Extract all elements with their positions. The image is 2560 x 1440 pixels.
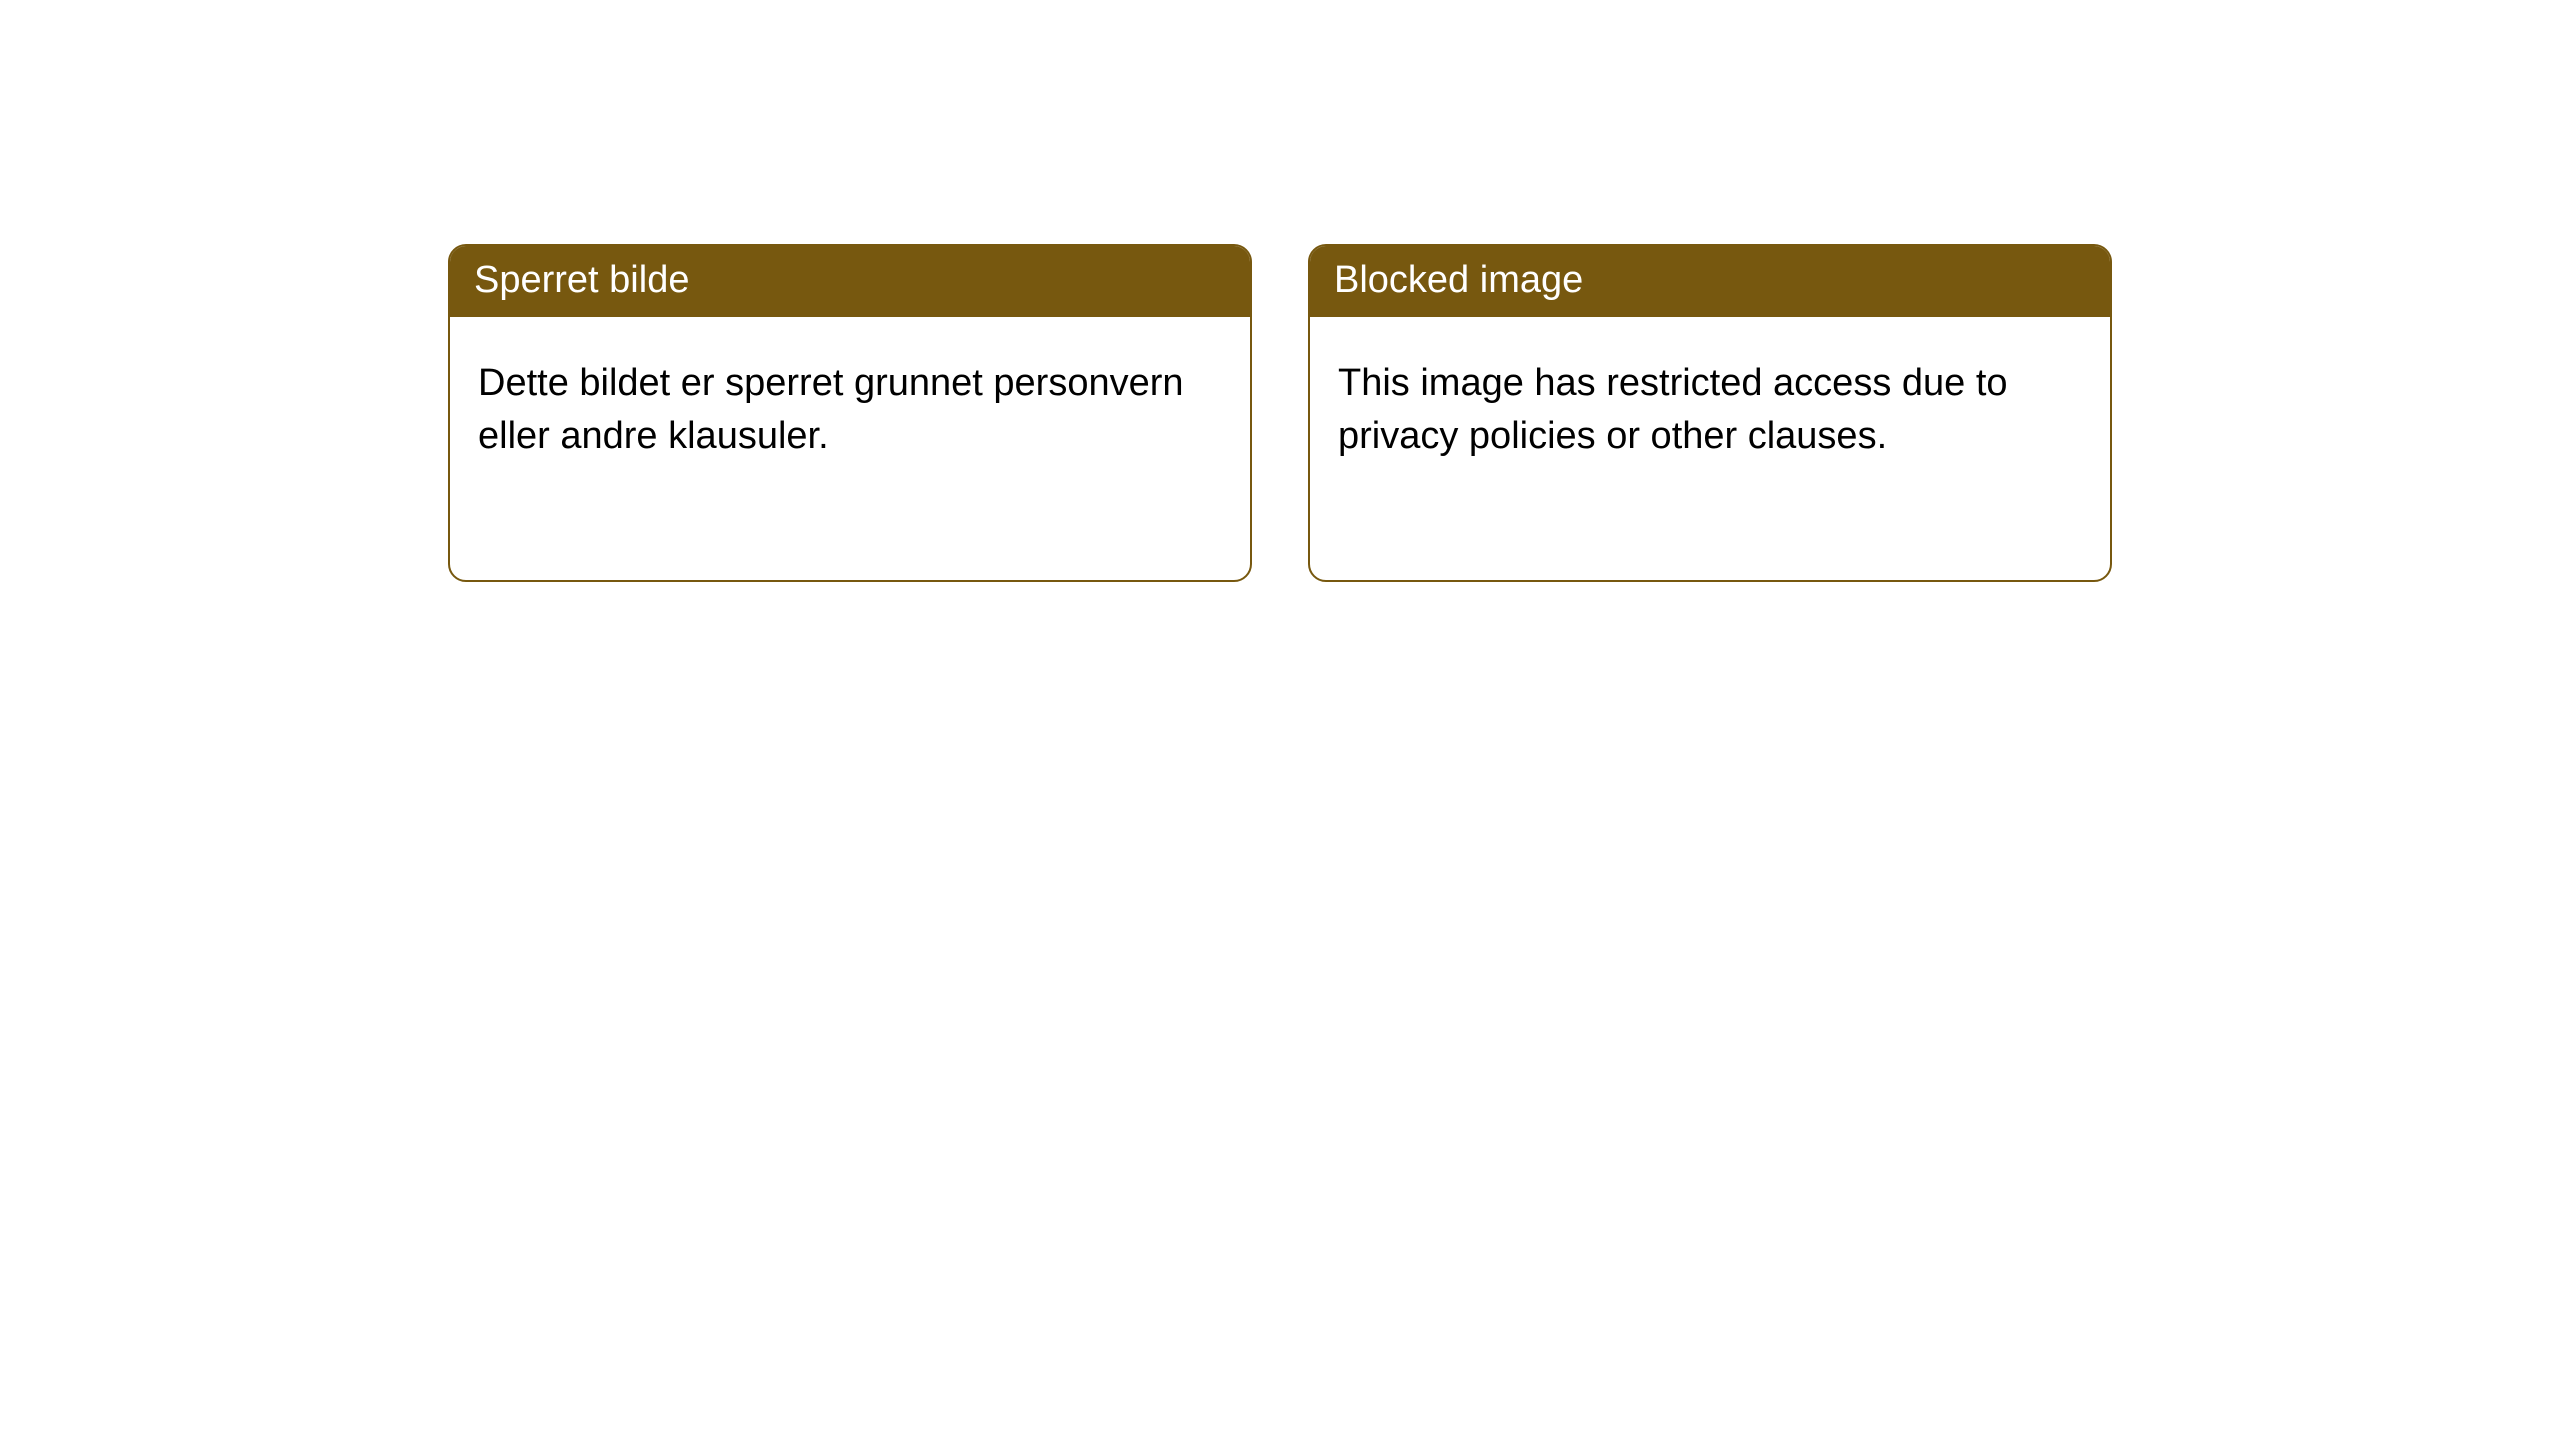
card-title: Sperret bilde [450, 246, 1250, 317]
card-body: This image has restricted access due to … [1310, 317, 2110, 490]
cards-row: Sperret bilde Dette bildet er sperret gr… [0, 0, 2560, 582]
blocked-image-card-no: Sperret bilde Dette bildet er sperret gr… [448, 244, 1252, 582]
card-title: Blocked image [1310, 246, 2110, 317]
card-body: Dette bildet er sperret grunnet personve… [450, 317, 1250, 490]
blocked-image-card-en: Blocked image This image has restricted … [1308, 244, 2112, 582]
